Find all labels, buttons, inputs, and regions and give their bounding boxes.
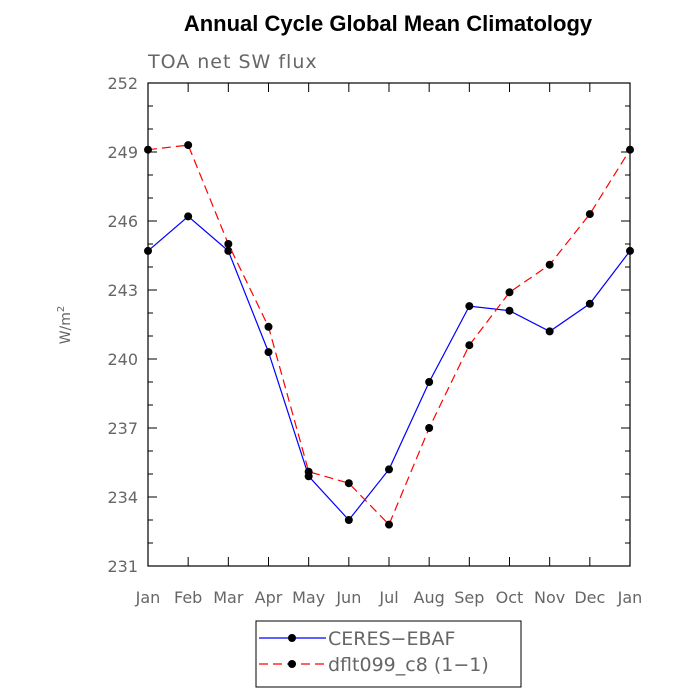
y-tick-label: 246 (107, 212, 138, 231)
x-tick-label: Jan (617, 588, 643, 607)
legend-label: dflt099_c8 (1−1) (328, 654, 489, 676)
data-point (385, 520, 393, 529)
y-tick-label: 234 (107, 488, 138, 507)
y-tick-label: 231 (107, 557, 138, 576)
data-point (344, 479, 353, 488)
y-tick-label: 237 (107, 419, 138, 438)
x-tick-label: Oct (496, 588, 524, 607)
x-tick-label: Nov (534, 588, 565, 607)
x-tick-label: Jun (335, 588, 361, 607)
data-point (385, 465, 393, 474)
data-point (344, 516, 353, 524)
legend-label: CERES−EBAF (328, 628, 455, 650)
legend: CERES−EBAF dflt099_c8 (1−1) (255, 620, 522, 688)
data-point (465, 302, 474, 311)
chart-title: Annual Cycle Global Mean Climatology (184, 11, 593, 36)
data-point (505, 306, 514, 315)
series-2 (144, 141, 634, 529)
data-point (264, 348, 273, 357)
data-point (465, 341, 474, 350)
x-tick-label: May (292, 588, 325, 607)
data-point (184, 141, 193, 150)
data-point (144, 246, 152, 255)
x-tick-label: Sep (454, 588, 484, 607)
data-point (425, 378, 434, 386)
series-layer (144, 141, 634, 529)
y-tick-label: 249 (107, 143, 138, 162)
series-line (147, 215, 631, 521)
y-axis-label: W/m2 (56, 306, 74, 345)
plot-frame (147, 82, 631, 567)
y-tick-label: 252 (107, 74, 138, 93)
data-point (144, 145, 152, 154)
x-tick-label: Apr (255, 588, 283, 607)
x-tick-label: Aug (414, 588, 445, 607)
data-point (545, 327, 554, 336)
legend-box (255, 620, 522, 688)
data-point (626, 246, 634, 255)
data-point (585, 210, 594, 219)
y-axis-label-unit: W/m (58, 312, 74, 344)
y-tick-label: 243 (107, 281, 138, 300)
x-tick-label: Dec (574, 588, 605, 607)
x-tick-label: Feb (174, 588, 202, 607)
y-tick-label: 240 (107, 350, 138, 369)
y-axis-label-superscript: 2 (56, 306, 67, 312)
data-point (224, 240, 233, 248)
x-tick-label: Mar (213, 588, 244, 607)
chart-subtitle: TOA net SW flux (147, 51, 318, 73)
x-tick-label: Jul (378, 588, 398, 607)
legend-marker (288, 634, 296, 642)
data-point (264, 322, 273, 331)
data-point (425, 424, 434, 432)
data-point (585, 299, 594, 308)
data-point (184, 212, 193, 221)
data-point (505, 288, 514, 297)
data-point (304, 467, 313, 476)
data-point (224, 246, 233, 255)
data-point (545, 260, 554, 269)
axes: 231 234 237 240 243 246 249 252 Jan Feb Mar Apr May J… (107, 74, 642, 607)
legend-marker (288, 660, 296, 668)
x-tick-label: Jan (135, 588, 161, 607)
data-point (626, 145, 634, 154)
series-1 (144, 212, 634, 524)
